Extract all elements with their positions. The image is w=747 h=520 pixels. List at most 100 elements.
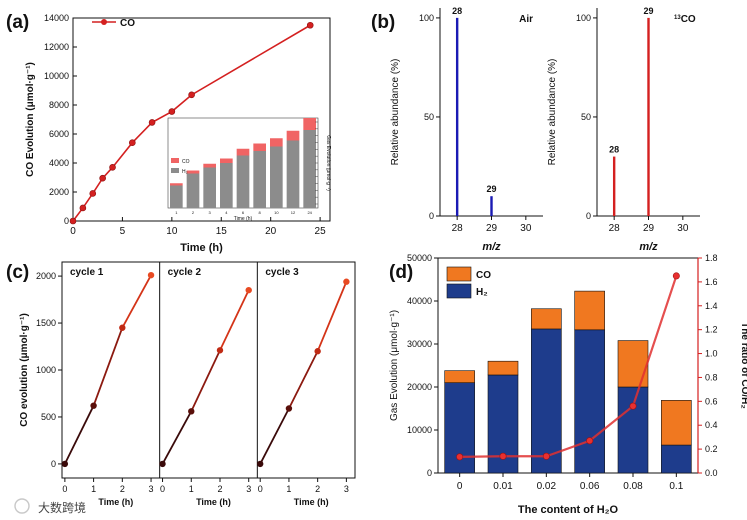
cycle-segment: [121, 274, 152, 329]
x-tick-label-c: 0: [258, 484, 263, 494]
cycle-label: cycle 3: [265, 267, 299, 278]
inset-bar-co: [236, 148, 250, 156]
y-axis-label-b: Relative abundance (%): [390, 59, 401, 166]
x-tick-label-a: 10: [166, 226, 178, 237]
cycle-label: cycle 1: [70, 267, 104, 278]
co-data-point: [79, 204, 87, 212]
bar-h2: [574, 329, 605, 474]
cycle-data-point: [245, 286, 252, 294]
inset-legend-label-co: CO: [182, 159, 190, 165]
x-tick-label-c: 1: [91, 484, 96, 494]
panel-label-d: (d): [389, 262, 413, 283]
cycle-data-point: [159, 460, 166, 468]
x-tick-label-c: 3: [246, 484, 251, 494]
y-tick-label-d: 30000: [407, 339, 432, 349]
ratio-line: [459, 275, 678, 458]
y2-tick-label-d: 0.8: [705, 372, 718, 382]
x-tick-label-d: 0.02: [537, 481, 557, 492]
x-tick-label-a: 0: [70, 226, 76, 237]
bar-co: [574, 290, 605, 331]
x-tick-label-c: 3: [344, 484, 349, 494]
x-axis-label-c: Time (h): [98, 497, 133, 507]
y-tick-label-b: 100: [419, 13, 434, 23]
inset-bar-co: [186, 170, 200, 174]
peak-label: 28: [452, 6, 462, 16]
inset-x-tick-label: 24: [307, 210, 312, 215]
inset-x-axis-label: Time (h): [234, 216, 253, 222]
cycle-segment: [64, 405, 95, 465]
x-axis-label-d: The content of H₂O: [518, 504, 619, 516]
y2-tick-label-d: 1.4: [705, 301, 718, 311]
inset-bar-h2: [270, 146, 283, 208]
bar-co: [444, 370, 475, 384]
y-tick-label-b: 0: [586, 211, 591, 221]
inset-x-tick-label: 6: [242, 210, 245, 215]
legend-marker-co: [101, 19, 107, 25]
inset-bar-h2: [220, 163, 233, 208]
x-tick-label-c: 1: [189, 484, 194, 494]
peak-label: 29: [486, 184, 496, 194]
cycle-segment: [161, 410, 193, 465]
x-tick-label-a: 15: [216, 226, 228, 237]
x-tick-label-d: 0.1: [669, 481, 683, 492]
y2-tick-label-d: 1.0: [705, 349, 718, 359]
y-tick-label-a: 2000: [49, 187, 69, 197]
cycle-data-point: [188, 408, 195, 415]
x-tick-label-a: 5: [120, 226, 126, 237]
x-tick-label-c: 2: [217, 484, 222, 494]
x-tick-label-d: 0.01: [493, 481, 513, 492]
x-tick-label-b: 29: [486, 223, 498, 234]
cycle-segment: [219, 289, 250, 351]
inset-legend-label-h2: H₂: [182, 169, 188, 175]
cycle-data-point: [147, 271, 155, 279]
cycle-data-point: [343, 278, 350, 285]
legend-swatch-co: [446, 266, 472, 282]
bar-h2: [661, 444, 692, 474]
y-tick-label-d: 20000: [407, 382, 432, 392]
inset-bar-h2: [253, 151, 266, 208]
ratio-data-point: [542, 452, 550, 460]
legend-swatch-h2: [446, 283, 472, 299]
y-tick-label-a: 10000: [44, 71, 69, 81]
x-tick-label-d: 0: [457, 481, 463, 492]
co-data-point: [129, 139, 136, 146]
cycle-data-point: [61, 460, 69, 468]
ratio-data-point: [586, 437, 594, 445]
peak-label: 29: [643, 6, 653, 16]
cycle-segment: [316, 281, 348, 352]
y-tick-label-a: 6000: [49, 129, 69, 139]
ratio-data-point: [456, 453, 464, 461]
legend-label-h2-d: H₂: [476, 287, 488, 298]
cycle-data-point: [314, 348, 321, 355]
x-tick-label-d: 0.08: [623, 481, 643, 492]
co-data-point: [306, 21, 314, 29]
x-tick-label-d: 0.06: [580, 481, 600, 492]
inset-legend-swatch-h2: [171, 168, 179, 173]
peak-label: 28: [609, 145, 619, 155]
y-tick-label-c: 0: [51, 459, 56, 469]
legend-label-co-d: CO: [476, 270, 491, 281]
y-axis-label-b: Relative abundance (%): [547, 59, 558, 166]
cycle-data-point: [216, 347, 224, 354]
cycle-data-point: [90, 402, 97, 409]
bar-h2: [531, 328, 562, 474]
y-tick-label-b: 0: [429, 211, 434, 221]
watermark-text: 大数跨境: [38, 500, 86, 515]
inset-bar-co: [220, 158, 233, 163]
y-tick-label-d: 10000: [407, 425, 432, 435]
cycle-segment: [92, 327, 124, 406]
inset-x-tick-label: 1: [175, 210, 178, 215]
y-tick-label-b: 50: [424, 112, 434, 122]
x-tick-label-b: 29: [643, 223, 655, 234]
isotope-superscript: 13: [674, 15, 681, 21]
x-tick-label-b: 30: [677, 223, 689, 234]
inset-bar-co: [303, 118, 316, 130]
y-tick-label-a: 12000: [44, 42, 69, 52]
y-tick-label-a: 4000: [49, 158, 69, 168]
x-tick-label-b: 30: [520, 223, 532, 234]
y-tick-label-c: 1000: [36, 365, 56, 375]
inset-x-tick-label: 8: [259, 210, 262, 215]
y2-axis-label-d: The ratio of CO/H₂: [739, 322, 747, 409]
inset-x-tick-label: 10: [274, 210, 279, 215]
watermark-logo-icon: [14, 498, 30, 514]
